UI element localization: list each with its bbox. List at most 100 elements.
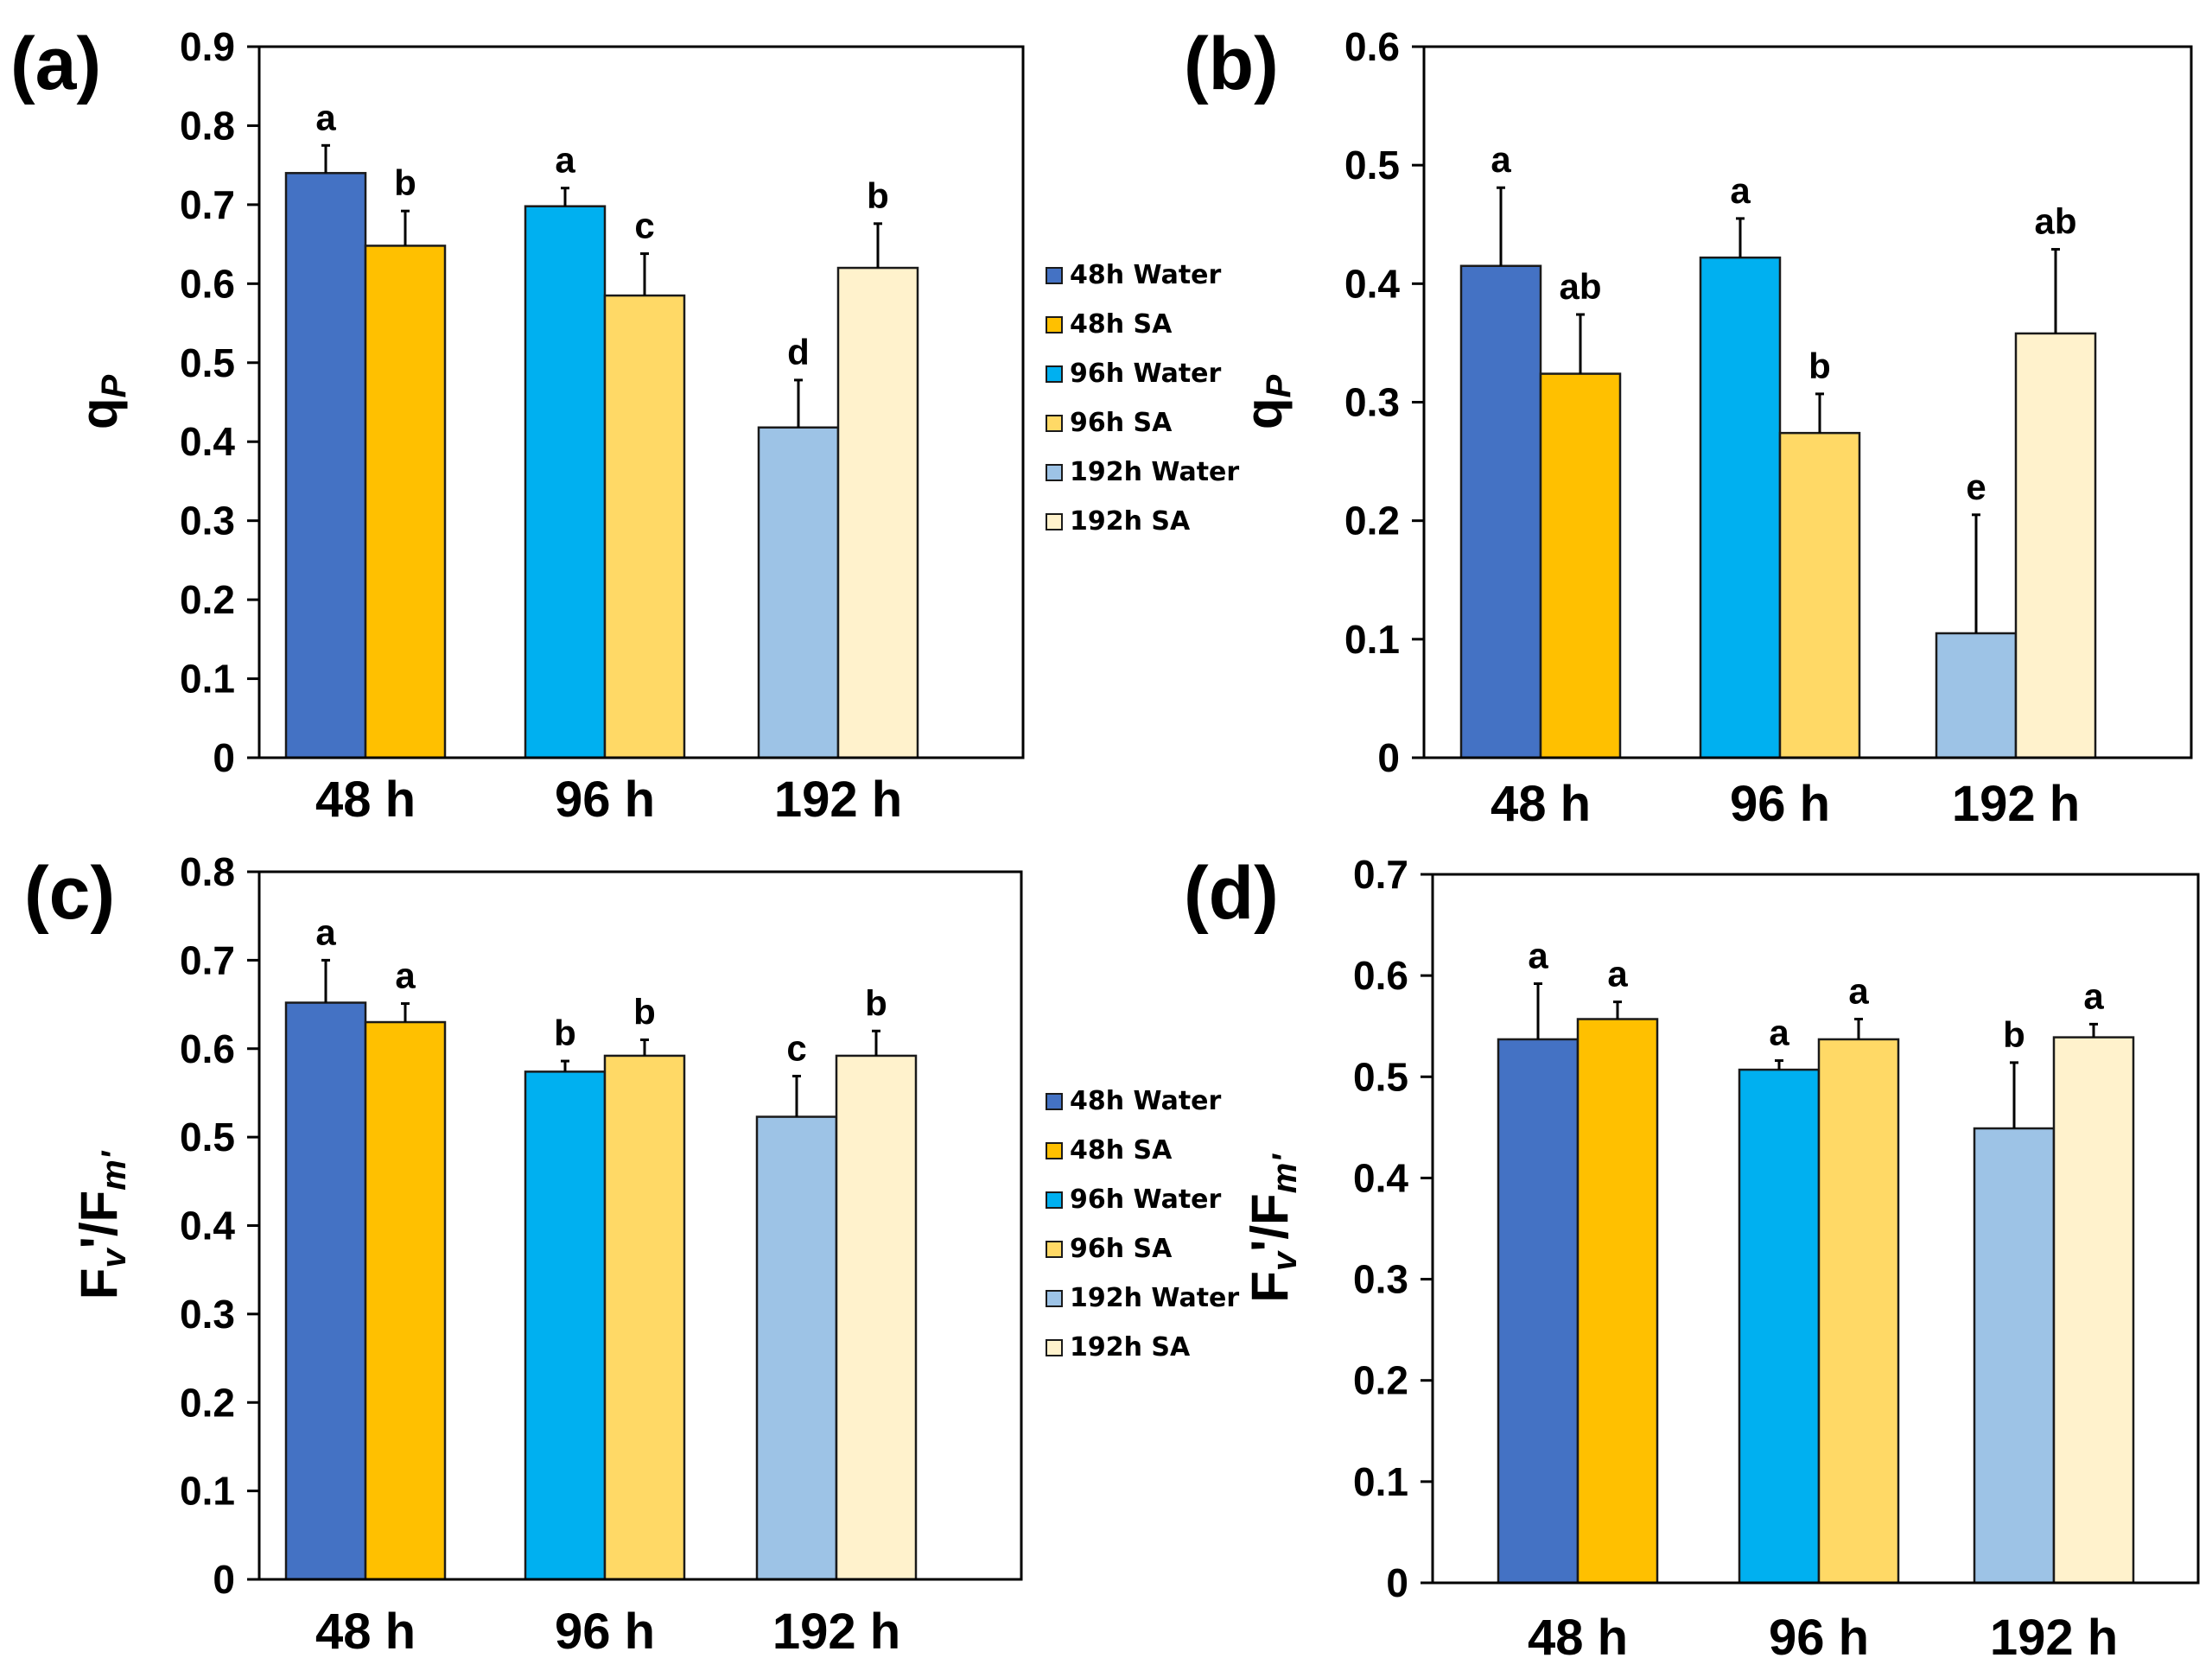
legend-swatch [1046, 315, 1063, 333]
significance-letter: ab [2034, 201, 2076, 242]
bar [1576, 1018, 1659, 1585]
legend-item: 192h Water [1046, 1274, 1239, 1323]
bar [603, 1054, 686, 1581]
legend-label: 96h Water [1070, 359, 1222, 389]
bar [1497, 1038, 1580, 1585]
significance-letter: b [1808, 346, 1831, 386]
legend-item: 96h SA [1046, 398, 1239, 448]
legend-label: 192h Water [1070, 457, 1240, 487]
legend-item: 192h SA [1046, 497, 1239, 546]
y-tick-label: 0.3 [180, 1292, 235, 1337]
y-tick-label: 0.6 [1353, 953, 1408, 998]
y-tick-label: 0.5 [180, 1115, 235, 1159]
legend-item: 96h SA [1046, 1224, 1239, 1274]
legend-swatch [1046, 1338, 1063, 1356]
legend-label: 192h Water [1070, 1283, 1240, 1313]
y-tick-label: 0.6 [180, 1026, 235, 1071]
legend-swatch [1046, 1289, 1063, 1307]
y-tick-label: 0.1 [1344, 617, 1400, 662]
y-tick-label: 0 [1377, 735, 1400, 780]
chart-panel-a: (a) 0 0.1 0.2 0.3 0.4 0.5 0.6 0.7 0.8 0.9 qP a b 48 h a… [10, 22, 1025, 828]
legend-label: 192h SA [1070, 1332, 1191, 1363]
x-category-label: 192 h [774, 772, 902, 828]
legend-item: 48h Water [1046, 1077, 1239, 1126]
legend-swatch [1046, 1240, 1063, 1258]
significance-letter: e [1966, 467, 1986, 507]
legend-item: 48h SA [1046, 300, 1239, 349]
y-tick-label: 0.6 [1344, 24, 1400, 69]
significance-letter: a [1730, 170, 1751, 211]
significance-letter: b [865, 982, 887, 1023]
significance-letter: a [395, 956, 416, 996]
legend-top: 48h Water 48h SA 96h Water 96h SA 192h Water… [1046, 251, 1239, 546]
significance-letter: d [787, 332, 810, 372]
legend-item: 96h Water [1046, 349, 1239, 398]
y-tick-label: 0.7 [1353, 852, 1408, 897]
significance-letter: a [1491, 139, 1511, 180]
y-tick-label: 0.7 [180, 182, 235, 227]
bar [1817, 1038, 1900, 1585]
y-tick-label: 0.2 [1344, 499, 1400, 543]
y-tick-label: 0 [213, 735, 235, 780]
significance-letter: ab [1559, 266, 1601, 307]
y-tick-label: 0.1 [180, 1469, 235, 1514]
bar [284, 172, 367, 759]
y-tick-label: 0.8 [180, 103, 235, 148]
x-category-label: 96 h [1730, 776, 1830, 832]
y-tick-label: 0.3 [1353, 1257, 1408, 1302]
bar [835, 1054, 918, 1581]
significance-letter: a [315, 97, 336, 137]
significance-letter: c [786, 1027, 806, 1068]
legend-swatch [1046, 266, 1063, 284]
y-tick-label: 0.7 [180, 937, 235, 982]
legend-label: 192h SA [1070, 506, 1191, 537]
x-category-label: 48 h [1491, 776, 1591, 832]
y-axis-label: qP [1235, 375, 1298, 430]
bar [524, 205, 607, 759]
significance-letter: a [1607, 954, 1628, 994]
y-tick-label: 0.5 [1344, 143, 1400, 187]
legend-swatch [1046, 1141, 1063, 1159]
panel-label: (a) [10, 22, 101, 105]
panel-label: (d) [1184, 852, 1279, 935]
y-axis-label: Fv'/Fm' [1241, 1153, 1304, 1303]
y-tick-label: 0 [213, 1557, 235, 1602]
legend-item: 48h SA [1046, 1126, 1239, 1175]
chart-panel-c: (c) 0 0.1 0.2 0.3 0.4 0.5 0.6 0.7 0.8 Fv'/Fm' a a 48 … [24, 849, 1023, 1660]
y-tick-label: 0.6 [180, 261, 235, 306]
legend-swatch [1046, 1092, 1063, 1110]
legend-label: 96h SA [1070, 1234, 1173, 1264]
significance-letter: a [1769, 1013, 1789, 1053]
x-category-label: 96 h [1769, 1610, 1869, 1666]
bar [757, 426, 840, 759]
y-tick-label: 0.2 [180, 1380, 235, 1425]
bar [1738, 1068, 1821, 1585]
y-tick-label: 0.1 [1353, 1459, 1408, 1504]
significance-letter: a [1528, 936, 1548, 976]
bar [836, 266, 919, 759]
y-tick-label: 0.4 [1353, 1155, 1408, 1200]
bar [1778, 431, 1861, 759]
significance-letter: c [634, 206, 654, 246]
significance-letter: a [1848, 971, 1869, 1012]
legend-swatch [1046, 1191, 1063, 1209]
plot-frame [257, 45, 1025, 759]
legend-bottom: 48h Water 48h SA 96h Water 96h SA 192h Water… [1046, 1077, 1239, 1372]
legend-item: 96h Water [1046, 1175, 1239, 1224]
panel-label: (c) [24, 852, 115, 935]
y-axis-label: Fv'/Fm' [70, 1150, 133, 1299]
x-category-label: 48 h [315, 1604, 416, 1660]
x-category-label: 192 h [1952, 776, 2080, 832]
bar [1973, 1127, 2056, 1585]
plot-frame [257, 870, 1023, 1581]
significance-letter: b [633, 992, 656, 1032]
bar [524, 1070, 607, 1581]
y-tick-label: 0.8 [180, 849, 235, 894]
significance-letter: b [554, 1013, 576, 1053]
bar [364, 1020, 447, 1581]
x-category-label: 48 h [1528, 1610, 1628, 1666]
significance-letter: b [2003, 1014, 2025, 1055]
legend-swatch [1046, 414, 1063, 432]
x-category-label: 96 h [555, 1604, 655, 1660]
